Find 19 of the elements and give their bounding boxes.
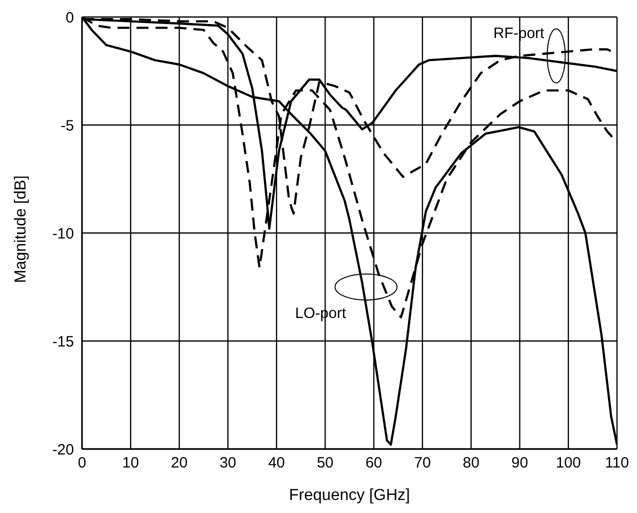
x-tick-label: 10	[122, 454, 139, 472]
x-tick-label: 100	[556, 454, 581, 472]
x-tick-label: 80	[462, 454, 480, 472]
x-tick-label: 30	[220, 454, 236, 472]
x-tick-label: 50	[316, 454, 334, 472]
x-tick-label: 110	[605, 454, 629, 472]
x-tick-label: 0	[78, 454, 86, 472]
y-tick-label: 0	[66, 9, 74, 26]
x-tick-label: 60	[365, 454, 382, 472]
x-tick-label: 90	[511, 454, 528, 472]
y-tick-label: -10	[52, 225, 74, 242]
y-tick-label: -15	[52, 333, 74, 350]
x-tick-label: 70	[414, 454, 431, 472]
y-axis-title: Magnitude [dB]	[12, 175, 30, 283]
x-tick-label: 20	[170, 454, 188, 472]
x-tick-label: 40	[268, 454, 285, 472]
x-axis-title: Frequency [GHz]	[289, 487, 410, 504]
y-tick-label: -5	[60, 117, 74, 134]
y-tick-label: -20	[52, 441, 74, 458]
